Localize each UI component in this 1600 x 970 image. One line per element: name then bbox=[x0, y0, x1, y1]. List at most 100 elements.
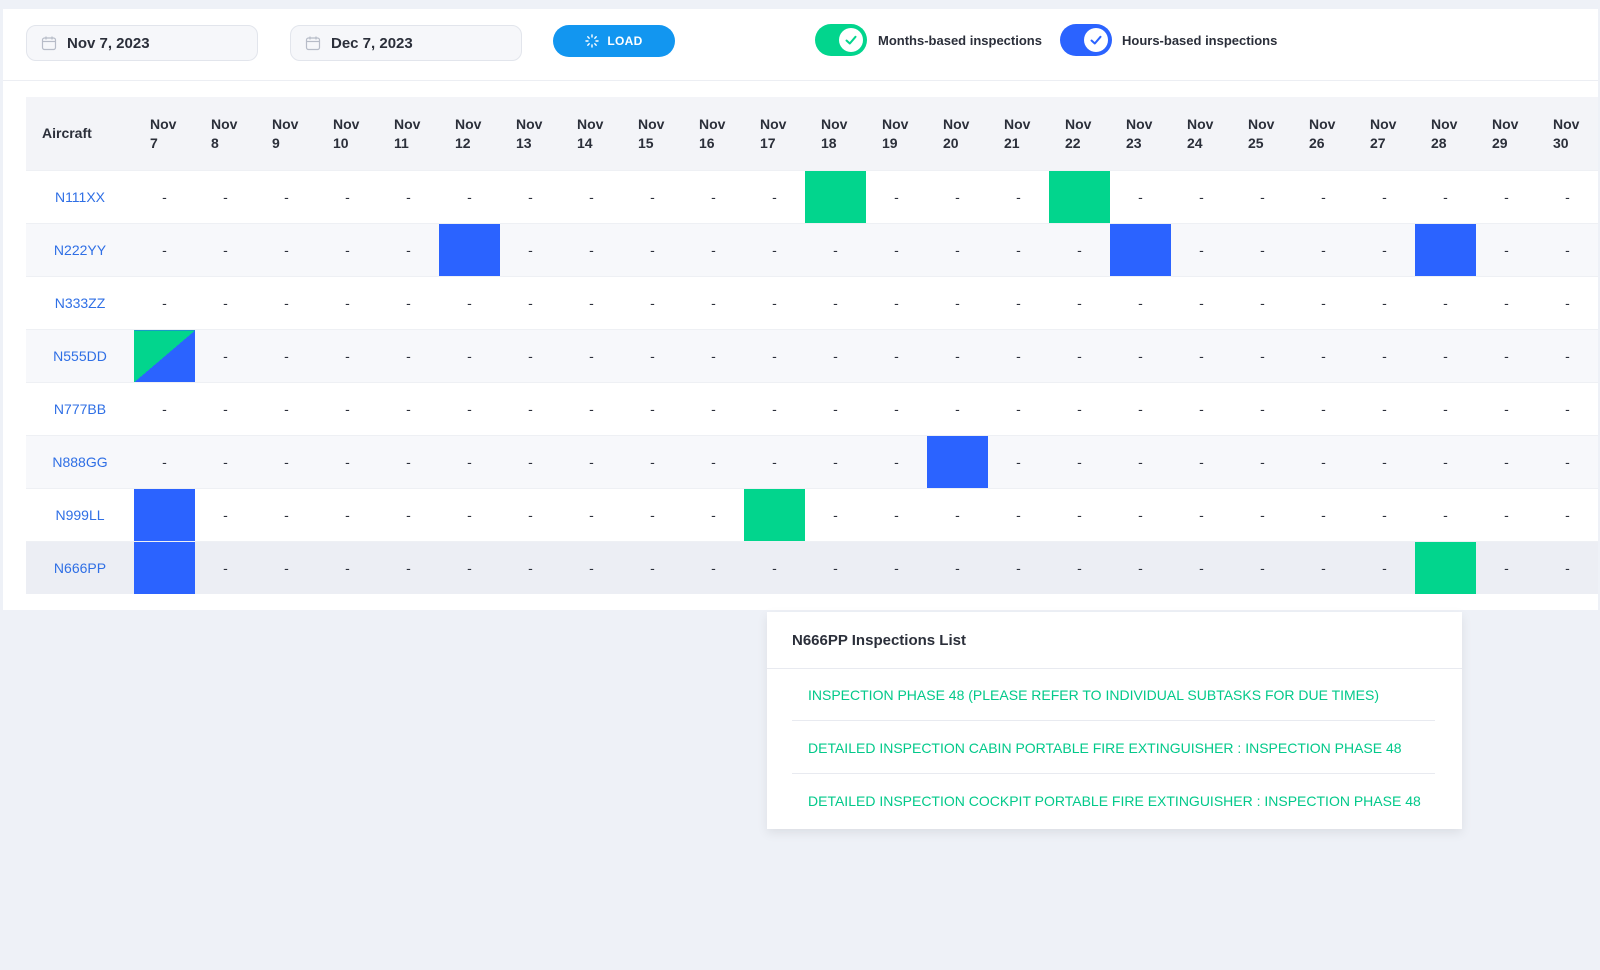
day-column-header: Nov 23 bbox=[1110, 97, 1171, 171]
empty-day-cell: - bbox=[134, 382, 195, 436]
day-month-label: Nov bbox=[699, 115, 726, 132]
empty-day-cell: - bbox=[1171, 223, 1232, 277]
hours-inspection-cell[interactable] bbox=[439, 223, 500, 277]
empty-day-cell: - bbox=[317, 329, 378, 383]
empty-day-cell: - bbox=[744, 435, 805, 489]
empty-day-cell: - bbox=[1537, 276, 1598, 330]
end-date-input[interactable]: Dec 7, 2023 bbox=[290, 25, 522, 61]
empty-day-cell: - bbox=[1232, 382, 1293, 436]
grid-body: N111XX - - - - - - - - - - - - - - - - - - - - - - N222YY - - - - - -… bbox=[26, 170, 1598, 594]
inspection-link[interactable]: INSPECTION PHASE 48 (PLEASE REFER TO IND… bbox=[792, 669, 1435, 721]
empty-day-cell: - bbox=[1354, 223, 1415, 277]
empty-day-cell: - bbox=[866, 329, 927, 383]
empty-day-cell: - bbox=[1537, 329, 1598, 383]
day-column-header: Nov 7 bbox=[134, 97, 195, 171]
empty-day-cell: - bbox=[988, 276, 1049, 330]
day-month-label: Nov bbox=[1309, 115, 1336, 132]
empty-day-cell: - bbox=[1232, 435, 1293, 489]
empty-day-cell: - bbox=[805, 329, 866, 383]
day-month-label: Nov bbox=[577, 115, 604, 132]
empty-day-cell: - bbox=[1171, 541, 1232, 594]
empty-day-cell: - bbox=[1110, 541, 1171, 594]
day-month-label: Nov bbox=[1492, 115, 1519, 132]
day-month-label: Nov bbox=[150, 115, 177, 132]
aircraft-link[interactable]: N111XX bbox=[26, 170, 134, 224]
months-based-toggle[interactable] bbox=[815, 24, 867, 56]
day-column-header: Nov 8 bbox=[195, 97, 256, 171]
aircraft-link[interactable]: N999LL bbox=[26, 488, 134, 542]
day-column-header: Nov 15 bbox=[622, 97, 683, 171]
day-column-header: Nov 28 bbox=[1415, 97, 1476, 171]
empty-day-cell: - bbox=[378, 488, 439, 542]
months-inspection-cell[interactable] bbox=[805, 170, 866, 224]
empty-day-cell: - bbox=[1476, 223, 1537, 277]
hours-based-toggle[interactable] bbox=[1060, 24, 1112, 56]
empty-day-cell: - bbox=[805, 541, 866, 594]
aircraft-link[interactable]: N666PP bbox=[26, 541, 134, 594]
empty-day-cell: - bbox=[378, 329, 439, 383]
empty-day-cell: - bbox=[1537, 541, 1598, 594]
hours-inspection-cell[interactable] bbox=[927, 435, 988, 489]
empty-day-cell: - bbox=[622, 223, 683, 277]
day-number-label: 13 bbox=[516, 134, 532, 151]
inspection-link[interactable]: DETAILED INSPECTION COCKPIT PORTABLE FIR… bbox=[808, 793, 1421, 809]
both-inspection-cell[interactable] bbox=[134, 329, 195, 383]
empty-day-cell: - bbox=[927, 276, 988, 330]
start-date-input[interactable]: Nov 7, 2023 bbox=[26, 25, 258, 61]
aircraft-link[interactable]: N333ZZ bbox=[26, 276, 134, 330]
empty-day-cell: - bbox=[1232, 541, 1293, 594]
aircraft-link[interactable]: N222YY bbox=[26, 223, 134, 277]
day-number-label: 20 bbox=[943, 134, 959, 151]
day-number-label: 21 bbox=[1004, 134, 1020, 151]
day-column-header: Nov 24 bbox=[1171, 97, 1232, 171]
empty-day-cell: - bbox=[866, 382, 927, 436]
hours-inspection-cell[interactable] bbox=[134, 541, 195, 594]
toggle-knob bbox=[839, 28, 863, 52]
empty-day-cell: - bbox=[927, 223, 988, 277]
day-number-label: 9 bbox=[272, 134, 280, 151]
empty-day-cell: - bbox=[683, 170, 744, 224]
empty-day-cell: - bbox=[500, 170, 561, 224]
divider bbox=[767, 668, 1462, 669]
empty-day-cell: - bbox=[866, 170, 927, 224]
empty-day-cell: - bbox=[1476, 488, 1537, 542]
empty-day-cell: - bbox=[195, 276, 256, 330]
aircraft-row: N111XX - - - - - - - - - - - - - - - - - - - - - - bbox=[26, 170, 1598, 224]
aircraft-link[interactable]: N555DD bbox=[26, 329, 134, 383]
empty-day-cell: - bbox=[1049, 488, 1110, 542]
hours-inspection-cell[interactable] bbox=[1110, 223, 1171, 277]
hours-inspection-cell[interactable] bbox=[134, 488, 195, 542]
day-number-label: 16 bbox=[699, 134, 715, 151]
empty-day-cell: - bbox=[1415, 329, 1476, 383]
day-month-label: Nov bbox=[1065, 115, 1092, 132]
inspection-link[interactable]: DETAILED INSPECTION CABIN PORTABLE FIRE … bbox=[792, 722, 1435, 774]
months-inspection-cell[interactable] bbox=[1049, 170, 1110, 224]
empty-day-cell: - bbox=[439, 435, 500, 489]
day-number-label: 11 bbox=[394, 134, 409, 151]
aircraft-row: N666PP - - - - - - - - - - - - - - - - - - - - - - bbox=[26, 541, 1598, 594]
hours-inspection-cell[interactable] bbox=[1415, 223, 1476, 277]
empty-day-cell: - bbox=[866, 276, 927, 330]
day-column-header: Nov 19 bbox=[866, 97, 927, 171]
empty-day-cell: - bbox=[1293, 435, 1354, 489]
empty-day-cell: - bbox=[744, 541, 805, 594]
aircraft-link[interactable]: N777BB bbox=[26, 382, 134, 436]
empty-day-cell: - bbox=[561, 435, 622, 489]
empty-day-cell: - bbox=[1415, 488, 1476, 542]
check-icon bbox=[845, 35, 857, 45]
load-button[interactable]: LOAD bbox=[553, 25, 675, 57]
months-inspection-cell[interactable] bbox=[744, 488, 805, 542]
aircraft-link[interactable]: N888GG bbox=[26, 435, 134, 489]
end-date-value: Dec 7, 2023 bbox=[331, 34, 413, 52]
months-inspection-cell[interactable] bbox=[1415, 541, 1476, 594]
empty-day-cell: - bbox=[866, 541, 927, 594]
empty-day-cell: - bbox=[561, 276, 622, 330]
empty-day-cell: - bbox=[500, 541, 561, 594]
day-column-header: Nov 22 bbox=[1049, 97, 1110, 171]
empty-day-cell: - bbox=[439, 541, 500, 594]
empty-day-cell: - bbox=[744, 223, 805, 277]
empty-day-cell: - bbox=[256, 435, 317, 489]
empty-day-cell: - bbox=[1354, 435, 1415, 489]
empty-day-cell: - bbox=[1293, 170, 1354, 224]
empty-day-cell: - bbox=[866, 435, 927, 489]
